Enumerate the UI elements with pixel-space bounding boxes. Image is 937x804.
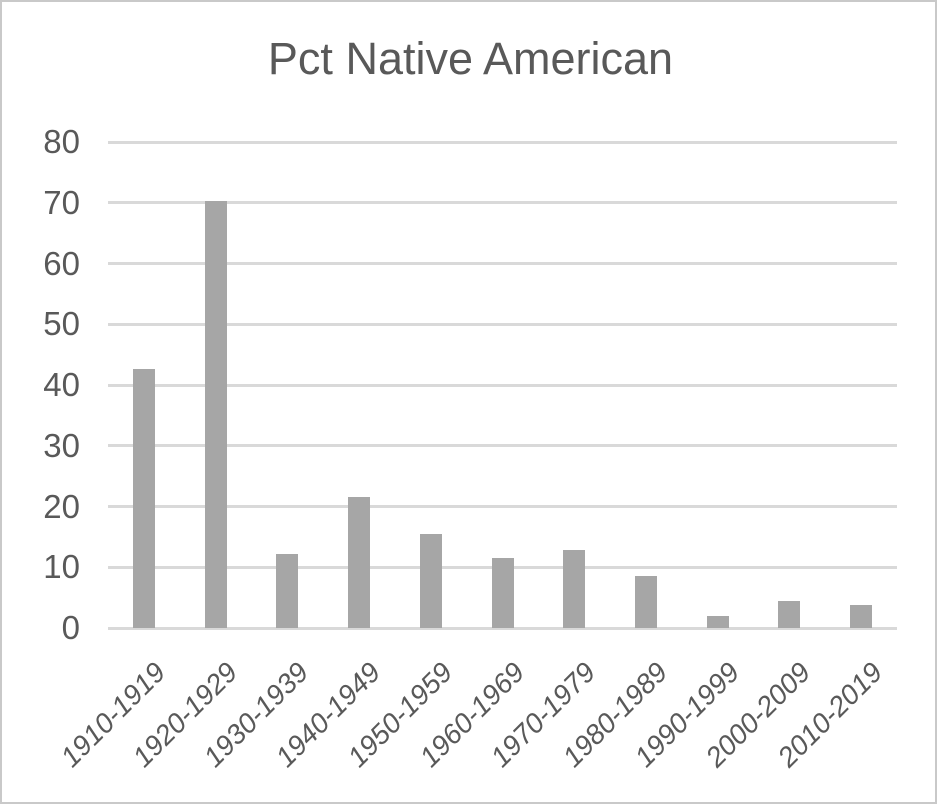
bar-1930-1939 [276, 553, 299, 628]
chart-title: Pct Native American [267, 33, 674, 84]
y-tick-label: 30 [43, 426, 80, 464]
gridline [108, 262, 897, 265]
bar-2010-2019 [850, 604, 873, 628]
x-axis-line [108, 626, 897, 630]
y-tick-label: 10 [43, 548, 80, 586]
y-tick-label: 20 [43, 487, 80, 525]
y-tick-label: 80 [43, 123, 80, 160]
bar-1950-1959 [419, 534, 442, 628]
gridline [108, 140, 897, 144]
bar-1970-1979 [563, 549, 586, 628]
gridline [108, 383, 897, 387]
bar-1940-1949 [348, 497, 371, 628]
bar-1990-1999 [706, 615, 729, 628]
y-tick-label: 60 [43, 244, 80, 282]
y-tick-label: 0 [61, 609, 80, 646]
gridline [108, 444, 897, 448]
gridline [108, 505, 897, 508]
gridline [108, 322, 897, 326]
bar-1920-1929 [204, 200, 227, 628]
y-tick-label: 70 [43, 183, 80, 221]
bar-1980-1989 [634, 575, 657, 628]
bar-1960-1969 [491, 557, 514, 628]
bar-2000-2009 [778, 601, 801, 628]
y-tick-label: 50 [43, 305, 80, 343]
gridline [108, 201, 897, 205]
bar-1910-1919 [132, 368, 155, 628]
y-tick-label: 40 [43, 366, 80, 403]
